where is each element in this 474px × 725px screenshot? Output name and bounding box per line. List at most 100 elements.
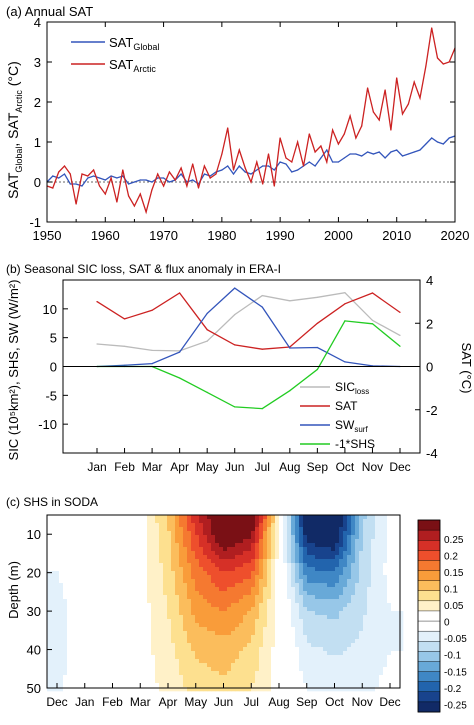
heatmap-cell <box>343 651 348 656</box>
heatmap-cell <box>399 675 404 680</box>
heatmap-cell <box>251 611 256 616</box>
heatmap-cell <box>347 539 352 544</box>
heatmap-cell <box>323 543 328 548</box>
heatmap-cell <box>167 687 172 692</box>
heatmap-cell <box>339 583 344 588</box>
heatmap-cell <box>323 647 328 652</box>
heatmap-cell <box>63 675 68 680</box>
heatmap-cell <box>215 539 220 544</box>
heatmap-cell <box>243 527 248 532</box>
heatmap-cell <box>299 635 304 640</box>
heatmap-cell <box>123 595 128 600</box>
heatmap-cell <box>163 523 168 528</box>
heatmap-cell <box>307 599 312 604</box>
heatmap-cell <box>263 615 268 620</box>
heatmap-cell <box>343 663 348 668</box>
heatmap-cell <box>335 655 340 660</box>
heatmap-cell <box>291 655 296 660</box>
heatmap-cell <box>59 639 64 644</box>
heatmap-cell <box>199 583 204 588</box>
heatmap-cell <box>139 635 144 640</box>
heatmap-cell <box>159 615 164 620</box>
heatmap-cell <box>199 619 204 624</box>
heatmap-cell <box>223 615 228 620</box>
heatmap-cell <box>191 623 196 628</box>
heatmap-cell <box>59 679 64 684</box>
heatmap-cell <box>95 635 100 640</box>
heatmap-cell <box>87 659 92 664</box>
heatmap-cell <box>75 667 80 672</box>
heatmap-cell <box>99 607 104 612</box>
heatmap-cell <box>195 543 200 548</box>
heatmap-cell <box>179 599 184 604</box>
heatmap-cell <box>387 663 392 668</box>
heatmap-cell <box>391 675 396 680</box>
heatmap-cell <box>75 647 80 652</box>
heatmap-cell <box>135 591 140 596</box>
panel-a-point-global <box>401 155 404 157</box>
heatmap-cell <box>259 675 264 680</box>
heatmap-cell <box>359 559 364 564</box>
heatmap-cell <box>179 679 184 684</box>
heatmap-cell <box>339 627 344 632</box>
heatmap-cell <box>171 627 176 632</box>
heatmap-cell <box>239 571 244 576</box>
heatmap-cell <box>303 519 308 524</box>
heatmap-cell <box>139 611 144 616</box>
heatmap-cell <box>243 591 248 596</box>
heatmap-cell <box>299 603 304 608</box>
heatmap-cell <box>195 591 200 596</box>
heatmap-cell <box>71 683 76 688</box>
heatmap-cell <box>299 579 304 584</box>
heatmap-cell <box>323 539 328 544</box>
heatmap-cell <box>223 559 228 564</box>
heatmap-cell <box>339 635 344 640</box>
heatmap-cell <box>91 579 96 584</box>
panel-a-point-global <box>104 179 106 181</box>
heatmap-cell <box>331 607 336 612</box>
heatmap-cell <box>211 679 216 684</box>
heatmap-cell <box>67 559 72 564</box>
heatmap-cell <box>55 627 60 632</box>
heatmap-cell <box>259 587 264 592</box>
heatmap-cell <box>223 587 228 592</box>
heatmap-cell <box>219 599 224 604</box>
heatmap-cell <box>187 635 192 640</box>
heatmap-cell <box>199 663 204 668</box>
heatmap-cell <box>179 611 184 616</box>
heatmap-cell <box>51 619 56 624</box>
heatmap-cell <box>379 559 384 564</box>
heatmap-cell <box>263 531 268 536</box>
heatmap-cell <box>123 571 128 576</box>
heatmap-cell <box>335 619 340 624</box>
heatmap-cell <box>151 571 156 576</box>
heatmap-cell <box>299 595 304 600</box>
heatmap-cell <box>219 687 224 692</box>
panel-a-point-global <box>419 149 421 151</box>
heatmap-cell <box>111 671 116 676</box>
heatmap-cell <box>239 595 244 600</box>
heatmap-cell <box>119 567 124 572</box>
heatmap-cell <box>323 619 328 624</box>
heatmap-cell <box>191 515 196 520</box>
heatmap-cell <box>103 651 108 656</box>
heatmap-cell <box>75 635 80 640</box>
heatmap-cell <box>311 563 316 568</box>
heatmap-cell <box>127 599 132 604</box>
heatmap-cell <box>223 571 228 576</box>
heatmap-cell <box>291 615 296 620</box>
heatmap-cell <box>135 615 140 620</box>
heatmap-cell <box>247 643 252 648</box>
heatmap-cell <box>63 531 68 536</box>
heatmap-cell <box>151 643 156 648</box>
heatmap-cell <box>379 671 384 676</box>
heatmap-cell <box>147 551 152 556</box>
heatmap-cell <box>79 515 84 520</box>
heatmap-cell <box>371 583 376 588</box>
heatmap-cell <box>307 611 312 616</box>
heatmap-cell <box>279 603 284 608</box>
heatmap-cell <box>155 555 160 560</box>
heatmap-cell <box>51 527 56 532</box>
heatmap-cell <box>179 659 184 664</box>
heatmap-cell <box>307 655 312 660</box>
